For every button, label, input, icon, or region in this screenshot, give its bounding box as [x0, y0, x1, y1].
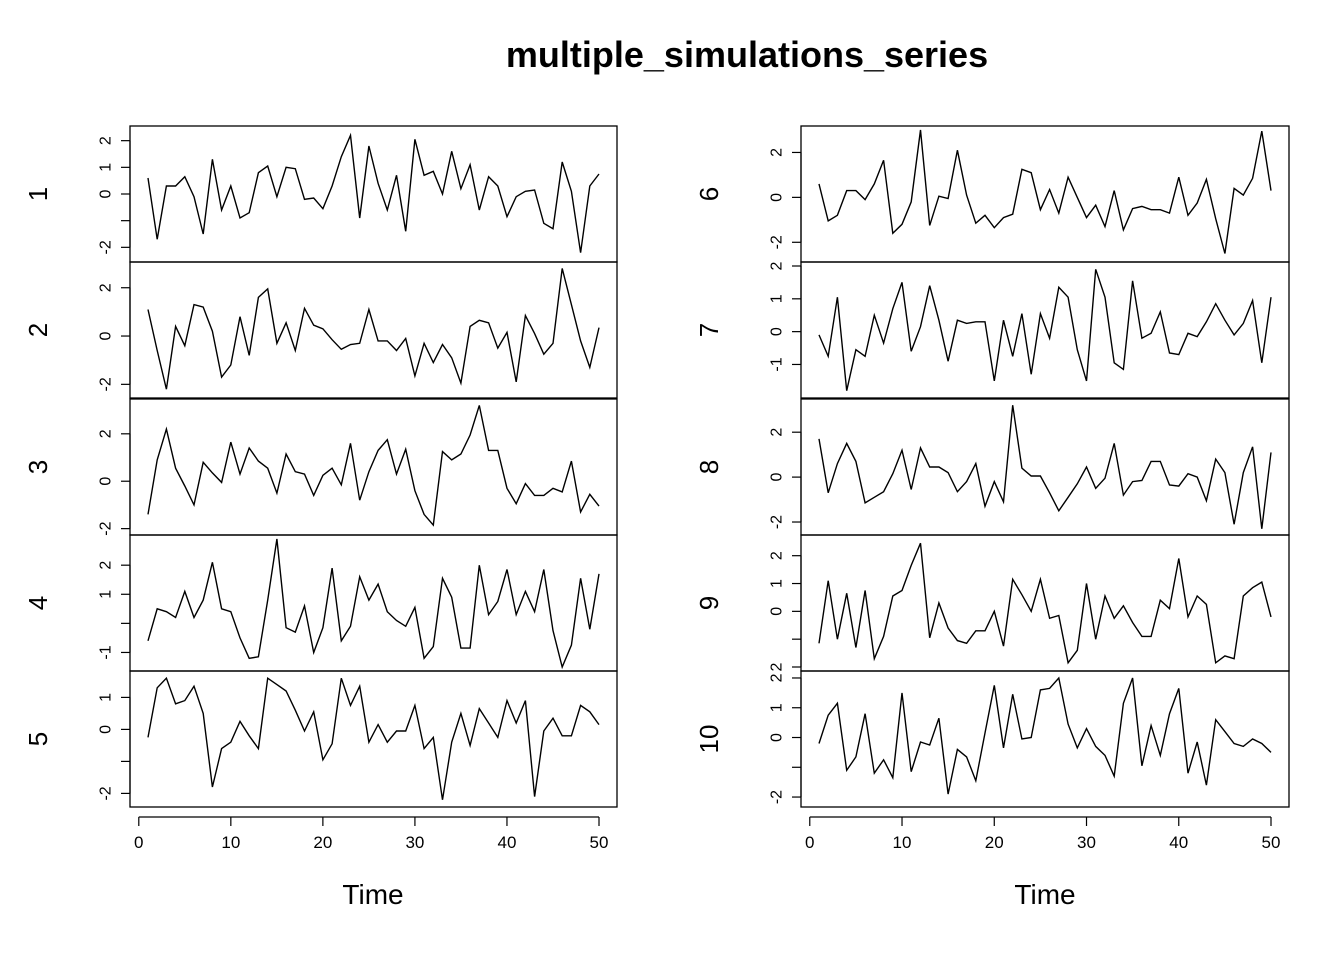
x-axis-label-2: Time: [1014, 879, 1075, 910]
series-line-5: [147, 676, 600, 800]
y-tick-label-7-1: 1: [769, 294, 786, 303]
series-line-9: [818, 542, 1272, 665]
y-tick-label-3-0: 2: [98, 429, 115, 438]
y-tick-label-2-2: -2: [98, 377, 115, 391]
y-tick-label-8-0: 2: [769, 428, 786, 437]
panel-frame-1: [129, 125, 618, 263]
series-line-4: [147, 538, 600, 670]
y-tick-label-9-4: 2: [769, 662, 786, 671]
x-tick-label-2-4: 40: [1169, 833, 1188, 852]
series-line-1: [147, 132, 600, 253]
panel-label-1: 1: [23, 187, 53, 201]
series-line-6: [818, 129, 1272, 254]
panel-label-5: 5: [23, 732, 53, 746]
panel-label-4: 4: [23, 596, 53, 610]
panel-frame-9: [800, 534, 1290, 672]
y-tick-label-10-4: -2: [769, 790, 786, 804]
y-tick-label-1-2: 0: [98, 189, 115, 198]
series-line-10: [818, 676, 1272, 795]
panel-frame-7: [800, 261, 1290, 399]
x-tick-label-1-1: 10: [221, 833, 240, 852]
panel-frame-10: [800, 670, 1290, 808]
y-tick-label-9-0: 2: [769, 551, 786, 560]
x-tick-label-2-5: 50: [1262, 833, 1281, 852]
y-tick-label-2-0: 2: [98, 283, 115, 292]
y-tick-label-2-1: 0: [98, 331, 115, 340]
y-tick-label-1-0: 2: [98, 136, 115, 145]
y-tick-label-4-1: 1: [98, 590, 115, 599]
panel-label-6: 6: [694, 187, 724, 201]
x-tick-label-1-4: 40: [497, 833, 516, 852]
series-line-2: [147, 268, 600, 390]
panel-label-3: 3: [23, 460, 53, 474]
y-tick-label-5-1: 0: [98, 725, 115, 734]
y-tick-label-10-2: 0: [769, 733, 786, 742]
y-tick-label-7-0: 2: [769, 261, 786, 270]
x-tick-label-2-0: 0: [805, 833, 814, 852]
panel-frame-2: [129, 261, 618, 399]
y-tick-label-9-2: 0: [769, 607, 786, 616]
x-axis-label-1: Time: [342, 879, 403, 910]
y-tick-label-5-0: 1: [98, 693, 115, 702]
y-tick-label-1-4: -2: [98, 240, 115, 254]
y-tick-label-6-1: 0: [769, 193, 786, 202]
chart-title: multiple_simulations_series: [505, 34, 989, 75]
panel-frame-6: [800, 125, 1290, 263]
series-line-3: [147, 405, 600, 527]
x-tick-label-1-5: 50: [590, 833, 609, 852]
y-tick-label-10-1: 1: [769, 703, 786, 712]
y-tick-label-1-1: 1: [98, 163, 115, 172]
y-tick-label-9-1: 1: [769, 579, 786, 588]
panel-label-7: 7: [694, 323, 724, 337]
panel-frame-5: [129, 670, 618, 808]
y-tick-label-6-0: 2: [769, 148, 786, 157]
x-tick-label-2-1: 10: [893, 833, 912, 852]
panel-frame-3: [129, 398, 618, 536]
y-tick-label-3-2: -2: [98, 521, 115, 535]
y-tick-label-10-0: 2: [769, 673, 786, 682]
x-tick-label-1-3: 30: [405, 833, 424, 852]
x-tick-label-1-2: 20: [313, 833, 332, 852]
panel-label-2: 2: [23, 323, 53, 337]
y-tick-label-4-0: 2: [98, 561, 115, 570]
panel-frame-4: [129, 534, 618, 672]
y-tick-label-3-1: 0: [98, 477, 115, 486]
y-tick-label-5-3: -2: [98, 786, 115, 800]
panel-label-10: 10: [694, 725, 724, 754]
x-tick-label-2-3: 30: [1077, 833, 1096, 852]
panel-label-8: 8: [694, 460, 724, 474]
series-line-8: [818, 405, 1272, 529]
y-tick-label-8-1: 0: [769, 473, 786, 482]
x-tick-label-1-0: 0: [134, 833, 143, 852]
panel-label-9: 9: [694, 596, 724, 610]
y-tick-label-7-2: 0: [769, 327, 786, 336]
series-line-7: [818, 269, 1272, 391]
y-tick-label-6-2: -2: [769, 235, 786, 249]
panel-frame-8: [800, 398, 1290, 536]
y-tick-label-8-2: -2: [769, 515, 786, 529]
y-tick-label-4-3: -1: [98, 645, 115, 659]
y-tick-label-7-3: -1: [769, 357, 786, 371]
x-tick-label-2-2: 20: [985, 833, 1004, 852]
